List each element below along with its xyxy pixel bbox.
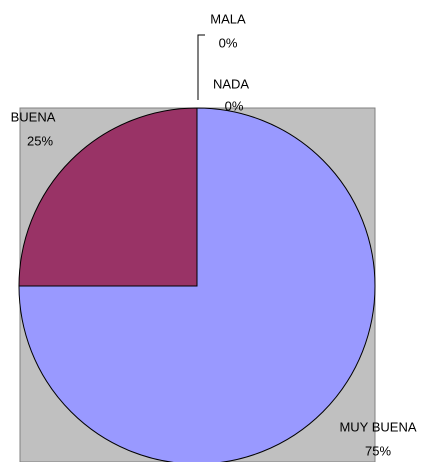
pie-slice	[18, 107, 376, 462]
slice-value-label: 0%	[225, 98, 244, 113]
slice-label: MALA	[210, 11, 246, 26]
slice-label: BUENA	[11, 109, 56, 124]
slice-value-label: 75%	[365, 443, 391, 458]
pie-slice	[18, 107, 198, 287]
slice-value-label: 25%	[27, 133, 53, 148]
slice-label: NADA	[213, 76, 249, 91]
leader-line	[197, 34, 205, 100]
slice-value-label: 0%	[219, 35, 238, 50]
slice-label: MUY BUENA	[339, 419, 416, 434]
